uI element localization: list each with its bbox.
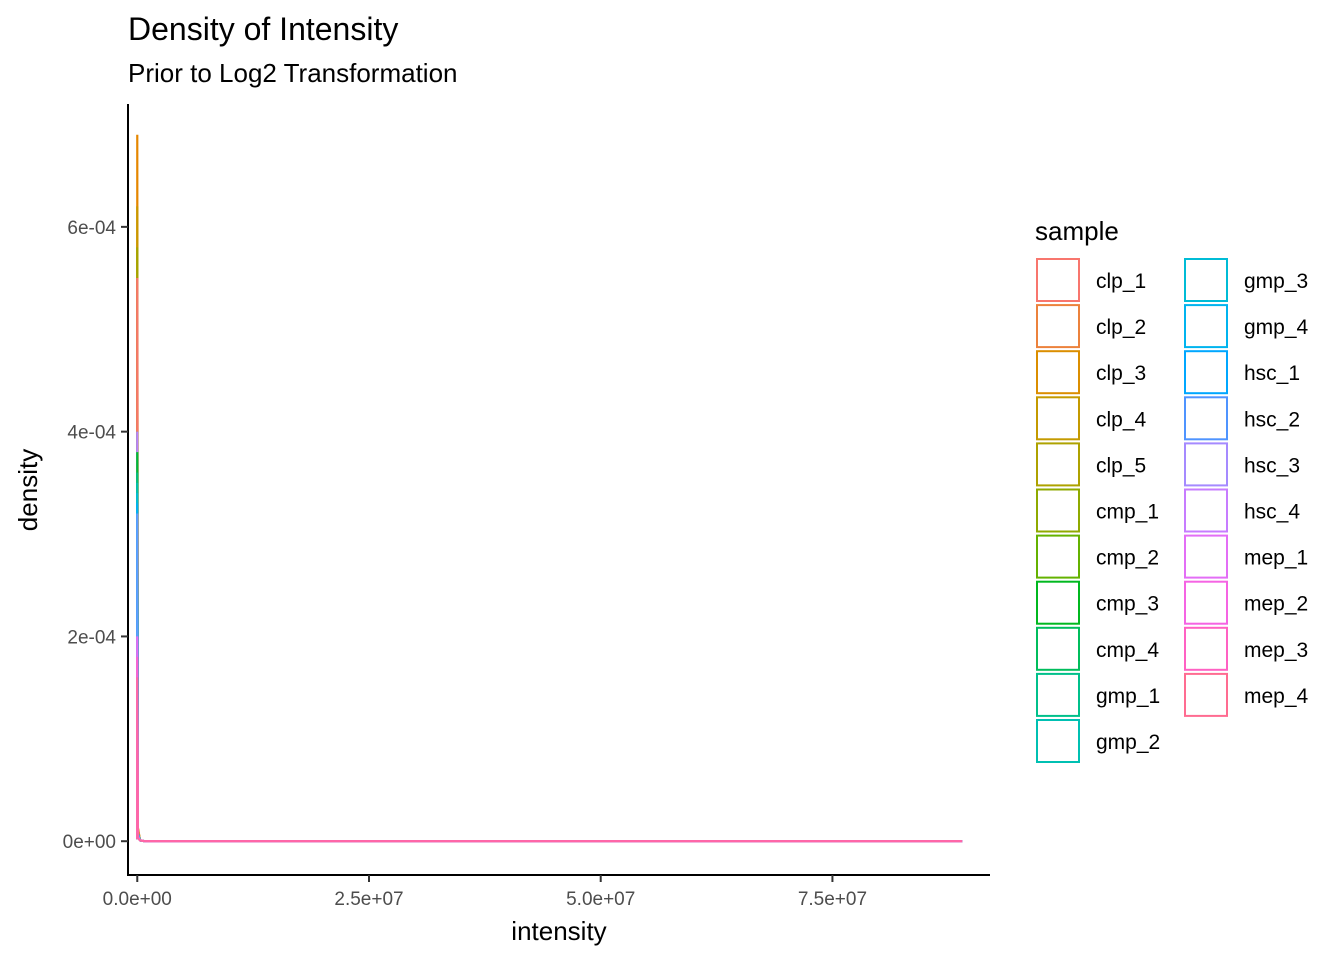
legend-item-gmp-3: gmp_3 — [1184, 258, 1308, 302]
series-line-gmp-4 — [136, 636, 963, 843]
legend-label: cmp_3 — [1096, 593, 1159, 616]
legend-label: mep_2 — [1244, 593, 1308, 616]
legend-item-cmp-1: cmp_1 — [1036, 488, 1159, 533]
legend-label: mep_1 — [1244, 547, 1308, 570]
x-ticks: 0.0e+00 2.5e+07 5.0e+07 7.5e+07 — [103, 875, 867, 910]
legend-key — [1036, 719, 1080, 763]
legend-item-gmp-4: gmp_4 — [1184, 304, 1309, 349]
legend-key — [1036, 350, 1080, 395]
series-line-hsc-2 — [136, 677, 963, 843]
legend-key — [1036, 488, 1080, 533]
y-ticks: 0e+00 2e-04 4e-04 6e-04 — [63, 218, 128, 853]
legend-item-cmp-3: cmp_3 — [1036, 580, 1159, 625]
x-tick-label: 2.5e+07 — [334, 889, 403, 910]
legend-item-mep-3: mep_3 — [1184, 626, 1308, 671]
series-line-cmp-4 — [136, 493, 963, 843]
series-line-clp-1 — [136, 278, 963, 843]
x-tick-label: 0.0e+00 — [103, 889, 172, 910]
y-tick-label: 2e-04 — [67, 627, 116, 648]
legend-key — [1184, 488, 1228, 533]
chart-subtitle: Prior to Log2 Transformation — [128, 58, 458, 88]
x-tick-label: 5.0e+07 — [566, 889, 635, 910]
legend-item-clp-2: clp_2 — [1036, 304, 1146, 349]
legend-key — [1036, 396, 1080, 441]
y-tick-label: 0e+00 — [63, 832, 116, 853]
legend-item-gmp-2: gmp_2 — [1036, 719, 1160, 763]
legend-item-hsc-4: hsc_4 — [1184, 488, 1300, 533]
series-line-clp-4 — [136, 247, 963, 843]
legend-key — [1184, 626, 1228, 671]
legend-label: gmp_4 — [1244, 316, 1309, 339]
legend-item-hsc-1: hsc_1 — [1184, 350, 1300, 395]
legend-key — [1184, 534, 1228, 579]
series-line-gmp-1 — [136, 503, 963, 843]
legend-label: clp_1 — [1096, 270, 1146, 293]
legend-label: hsc_2 — [1244, 408, 1300, 431]
series-line-gmp-3 — [136, 431, 963, 843]
legend-key — [1036, 304, 1080, 349]
chart-title: Density of Intensity — [128, 11, 398, 47]
legend-label: gmp_2 — [1096, 731, 1160, 754]
legend-item-hsc-3: hsc_3 — [1184, 442, 1300, 487]
legend-label: clp_4 — [1096, 408, 1147, 431]
legend-key — [1036, 442, 1080, 487]
legend-item-gmp-1: gmp_1 — [1036, 672, 1160, 717]
legend-key — [1184, 672, 1228, 717]
series-line-clp-5 — [136, 431, 963, 843]
legend-label: clp_3 — [1096, 362, 1146, 385]
series-line-clp-3 — [136, 206, 963, 843]
legend-key — [1036, 626, 1080, 671]
legend-item-mep-4: mep_4 — [1184, 672, 1309, 717]
series-line-cmp-1 — [136, 452, 963, 843]
legend-label: gmp_3 — [1244, 270, 1308, 293]
series-line-hsc-1 — [136, 656, 963, 843]
legend-label: clp_2 — [1096, 316, 1146, 339]
legend-item-clp-5: clp_5 — [1036, 442, 1146, 487]
legend-key — [1036, 534, 1080, 579]
legend-label: hsc_1 — [1244, 362, 1300, 385]
y-axis-title: density — [13, 449, 43, 531]
y-tick-label: 4e-04 — [67, 423, 116, 444]
legend-item-clp-4: clp_4 — [1036, 396, 1147, 441]
legend-key — [1184, 350, 1228, 395]
legend-item-clp-1: clp_1 — [1036, 258, 1146, 302]
legend-key — [1184, 580, 1228, 625]
series-line-cmp-2 — [136, 472, 963, 843]
x-axis-title: intensity — [511, 916, 606, 946]
legend-key — [1036, 672, 1080, 717]
legend-key — [1184, 442, 1228, 487]
y-tick-label: 6e-04 — [67, 218, 116, 239]
legend-items: clp_1 clp_2 clp_3 clp_4 clp_5 cmp_1 cmp_2 cmp_3… — [1036, 258, 1309, 763]
legend-label: clp_5 — [1096, 454, 1146, 477]
legend: sample clp_1 clp_2 clp_3 clp_4 clp_5 cmp_1cmp… — [1035, 216, 1309, 763]
legend-item-mep-2: mep_2 — [1184, 580, 1308, 625]
legend-item-mep-1: mep_1 — [1184, 534, 1308, 579]
series-line-clp-2 — [136, 134, 963, 843]
legend-label: gmp_1 — [1096, 685, 1160, 708]
legend-label: cmp_1 — [1096, 501, 1159, 524]
x-tick-label: 7.5e+07 — [798, 889, 867, 910]
legend-label: hsc_3 — [1244, 454, 1300, 477]
series-line-cmp-3 — [136, 482, 963, 843]
legend-key — [1036, 580, 1080, 625]
plot-lines — [136, 134, 963, 843]
series-line-gmp-2 — [136, 513, 963, 843]
legend-item-cmp-4: cmp_4 — [1036, 626, 1159, 671]
legend-label: mep_4 — [1244, 685, 1309, 708]
legend-item-clp-3: clp_3 — [1036, 350, 1146, 395]
legend-label: cmp_2 — [1096, 547, 1159, 570]
legend-item-hsc-2: hsc_2 — [1184, 396, 1300, 441]
legend-key — [1184, 258, 1228, 302]
legend-label: mep_3 — [1244, 639, 1308, 662]
legend-key — [1184, 304, 1228, 349]
legend-title: sample — [1035, 216, 1119, 246]
legend-key — [1184, 396, 1228, 441]
legend-key — [1036, 258, 1080, 302]
legend-item-cmp-2: cmp_2 — [1036, 534, 1159, 579]
legend-label: hsc_4 — [1244, 501, 1300, 524]
legend-label: cmp_4 — [1096, 639, 1159, 662]
